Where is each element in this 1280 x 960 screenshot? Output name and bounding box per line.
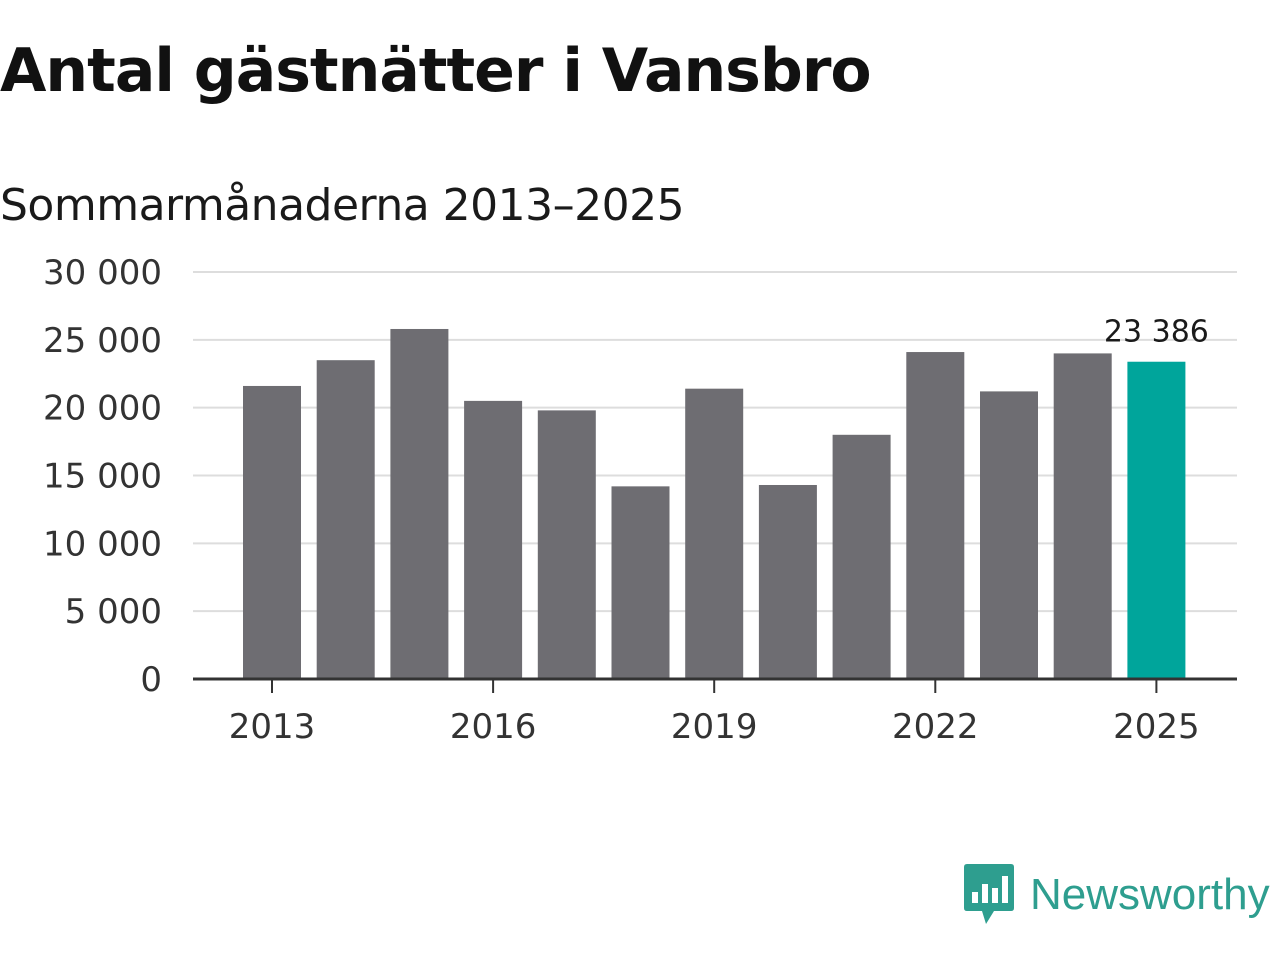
bar-2014 bbox=[316, 360, 375, 679]
bar-2020 bbox=[758, 484, 817, 679]
bar-2018 bbox=[611, 486, 670, 679]
bars bbox=[243, 328, 1186, 679]
bar-2016 bbox=[464, 400, 523, 679]
bar-2015 bbox=[390, 328, 449, 679]
x-tick-label: 2013 bbox=[229, 707, 316, 747]
y-tick-label: 25 000 bbox=[43, 321, 162, 361]
y-tick-label: 0 bbox=[140, 660, 162, 700]
bar-2019 bbox=[685, 388, 744, 679]
y-axis-ticks: 0 5 000 10 000 15 000 20 000 25 000 30 000 bbox=[43, 253, 162, 700]
bar-2017 bbox=[537, 410, 596, 679]
x-axis-ticks: 2013 2016 2019 2022 2025 bbox=[229, 679, 1200, 747]
y-tick-label: 30 000 bbox=[43, 253, 162, 293]
newsworthy-logo-icon bbox=[964, 864, 1014, 924]
chart-subtitle: Sommarmånaderna 2013–2025 bbox=[0, 180, 685, 231]
y-tick-label: 15 000 bbox=[43, 457, 162, 497]
newsworthy-logo: Newsworthy bbox=[964, 864, 1270, 926]
x-tick-label: 2016 bbox=[450, 707, 537, 747]
bar-2023 bbox=[980, 391, 1038, 679]
y-tick-label: 20 000 bbox=[43, 389, 162, 429]
y-tick-label: 10 000 bbox=[43, 524, 162, 564]
bar-2024 bbox=[1053, 353, 1112, 679]
bar-2021 bbox=[832, 434, 891, 679]
x-tick-label: 2022 bbox=[892, 707, 979, 747]
chart-title: Antal gästnätter i Vansbro bbox=[0, 36, 872, 106]
value-label-2025: 23 386 bbox=[1104, 315, 1209, 350]
logo-text: Newsworthy bbox=[1030, 870, 1270, 919]
bar-2022 bbox=[906, 352, 965, 679]
x-tick-label: 2025 bbox=[1113, 707, 1200, 747]
bar-2013 bbox=[243, 385, 301, 679]
value-labels: 23 386 bbox=[1104, 315, 1209, 350]
x-tick-label: 2019 bbox=[671, 707, 758, 747]
bar-2025 bbox=[1127, 361, 1186, 679]
y-tick-label: 5 000 bbox=[65, 592, 162, 632]
